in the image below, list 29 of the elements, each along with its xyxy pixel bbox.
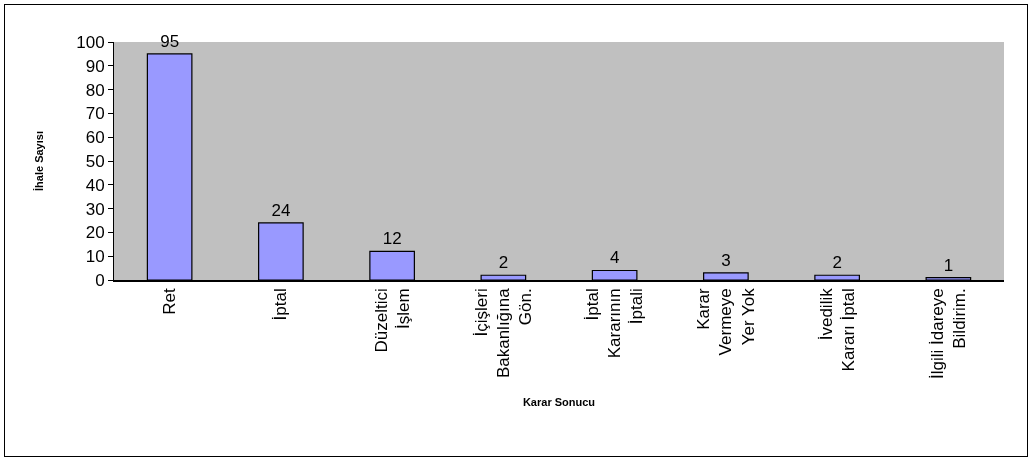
x-tick-label: İptal Kararının İptali [583, 288, 647, 359]
x-tick-label: İptal [271, 288, 291, 321]
y-tick-label: 100 [76, 32, 105, 52]
y-tick-label: 30 [85, 199, 105, 219]
y-tick-label: 90 [85, 56, 105, 76]
y-tick-label: 0 [95, 270, 105, 290]
y-tick-label: 70 [85, 104, 105, 124]
x-tick-label: İvedilik Kararı İptal [816, 287, 858, 372]
x-tick-label: İçişleri Bakanlığına Gön. [471, 287, 536, 379]
y-tick-label: 40 [85, 175, 105, 195]
data-label: 12 [382, 229, 402, 249]
data-label: 95 [160, 31, 180, 51]
x-tick-label: Karar Vermeye Yer Yok [694, 287, 758, 356]
y-tick-label: 10 [85, 247, 105, 267]
y-tick-label: 20 [85, 223, 105, 243]
data-label: 2 [498, 253, 509, 273]
x-tick-label: Düzeltici İşlem [371, 288, 413, 353]
data-label: 24 [271, 200, 291, 220]
x-axis-title: Karar Sonucu [522, 395, 596, 408]
y-axis-title: İhale Sayısı [32, 131, 45, 191]
x-tick-label: Ret [160, 288, 180, 315]
y-tick-label: 80 [85, 80, 105, 100]
data-label: 1 [943, 255, 954, 275]
y-tick-label: 60 [85, 128, 105, 148]
x-tick-label: İlgili İdareye Bildirim. [927, 288, 969, 380]
data-label: 4 [609, 248, 620, 268]
y-tick-label: 50 [85, 151, 105, 171]
data-label: 2 [832, 253, 842, 273]
data-label: 3 [721, 250, 731, 270]
